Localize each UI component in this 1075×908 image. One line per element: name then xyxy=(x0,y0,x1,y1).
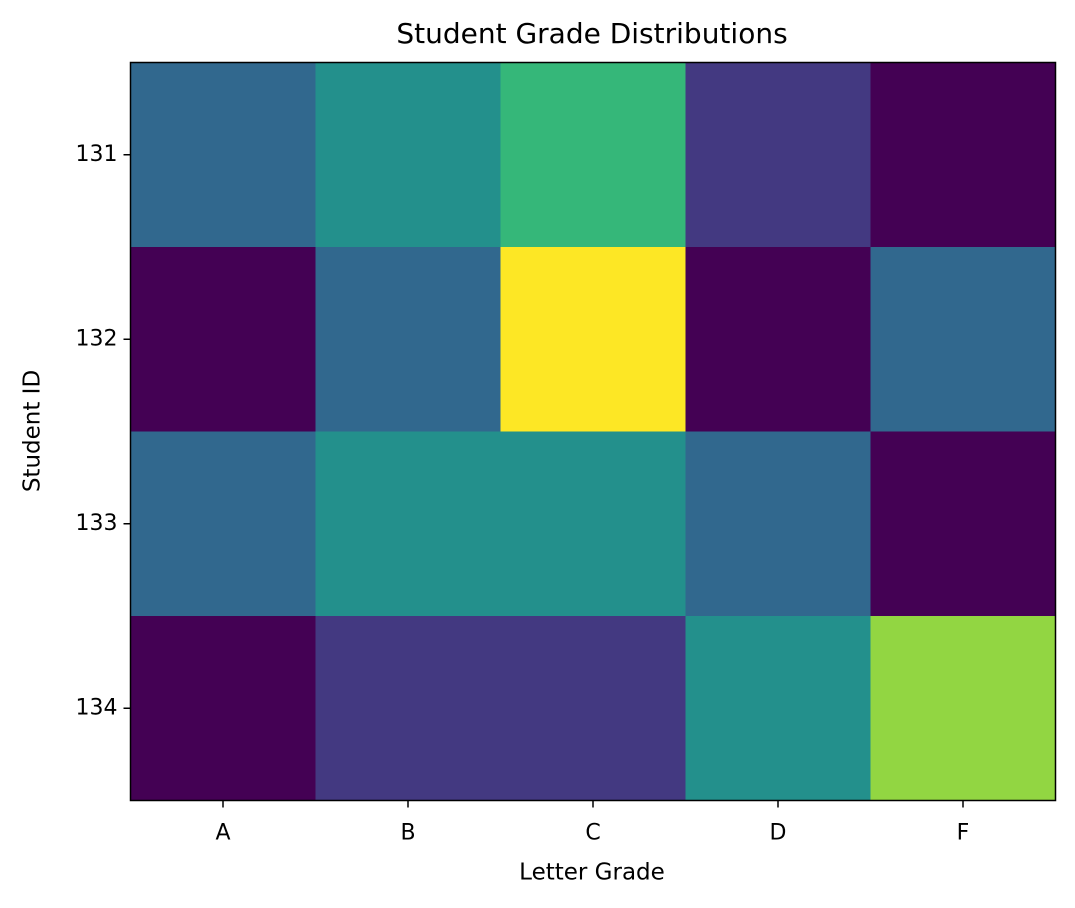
y-tick-label: 131 xyxy=(76,142,118,167)
heatmap-cell xyxy=(870,62,1056,248)
heatmap-cell xyxy=(870,616,1056,801)
heatmap-cell xyxy=(500,616,686,801)
heatmap-cell xyxy=(685,616,871,801)
heatmap-cell xyxy=(315,62,501,248)
x-tick-label: F xyxy=(957,821,970,846)
heatmap-cell xyxy=(685,431,871,617)
heatmap-cell xyxy=(315,431,501,617)
heatmap-cell xyxy=(870,431,1056,617)
heatmap-cell xyxy=(315,247,501,432)
x-axis-label: Letter Grade xyxy=(519,860,665,886)
heatmap-cells xyxy=(130,62,1056,801)
heatmap-cell xyxy=(130,431,316,617)
heatmap-cell xyxy=(130,616,316,801)
heatmap-cell xyxy=(500,62,686,248)
heatmap-cell xyxy=(315,616,501,801)
y-tick-label: 134 xyxy=(76,695,118,720)
heatmap-cell xyxy=(870,247,1056,432)
y-axis-label: Student ID xyxy=(20,370,46,492)
heatmap-cell xyxy=(500,431,686,617)
y-tick-label: 132 xyxy=(76,326,118,351)
heatmap-cell xyxy=(130,247,316,432)
x-tick-label: A xyxy=(215,821,230,846)
heatmap-cell xyxy=(500,247,686,432)
x-tick-label: C xyxy=(585,821,600,846)
heatmap-cell xyxy=(130,62,316,248)
y-tick-label: 133 xyxy=(76,511,118,536)
heatmap-cell xyxy=(685,62,871,248)
x-tick-label: B xyxy=(400,821,415,846)
x-tick-label: D xyxy=(770,821,787,846)
chart-title: Student Grade Distributions xyxy=(396,17,787,50)
heatmap-cell xyxy=(685,247,871,432)
